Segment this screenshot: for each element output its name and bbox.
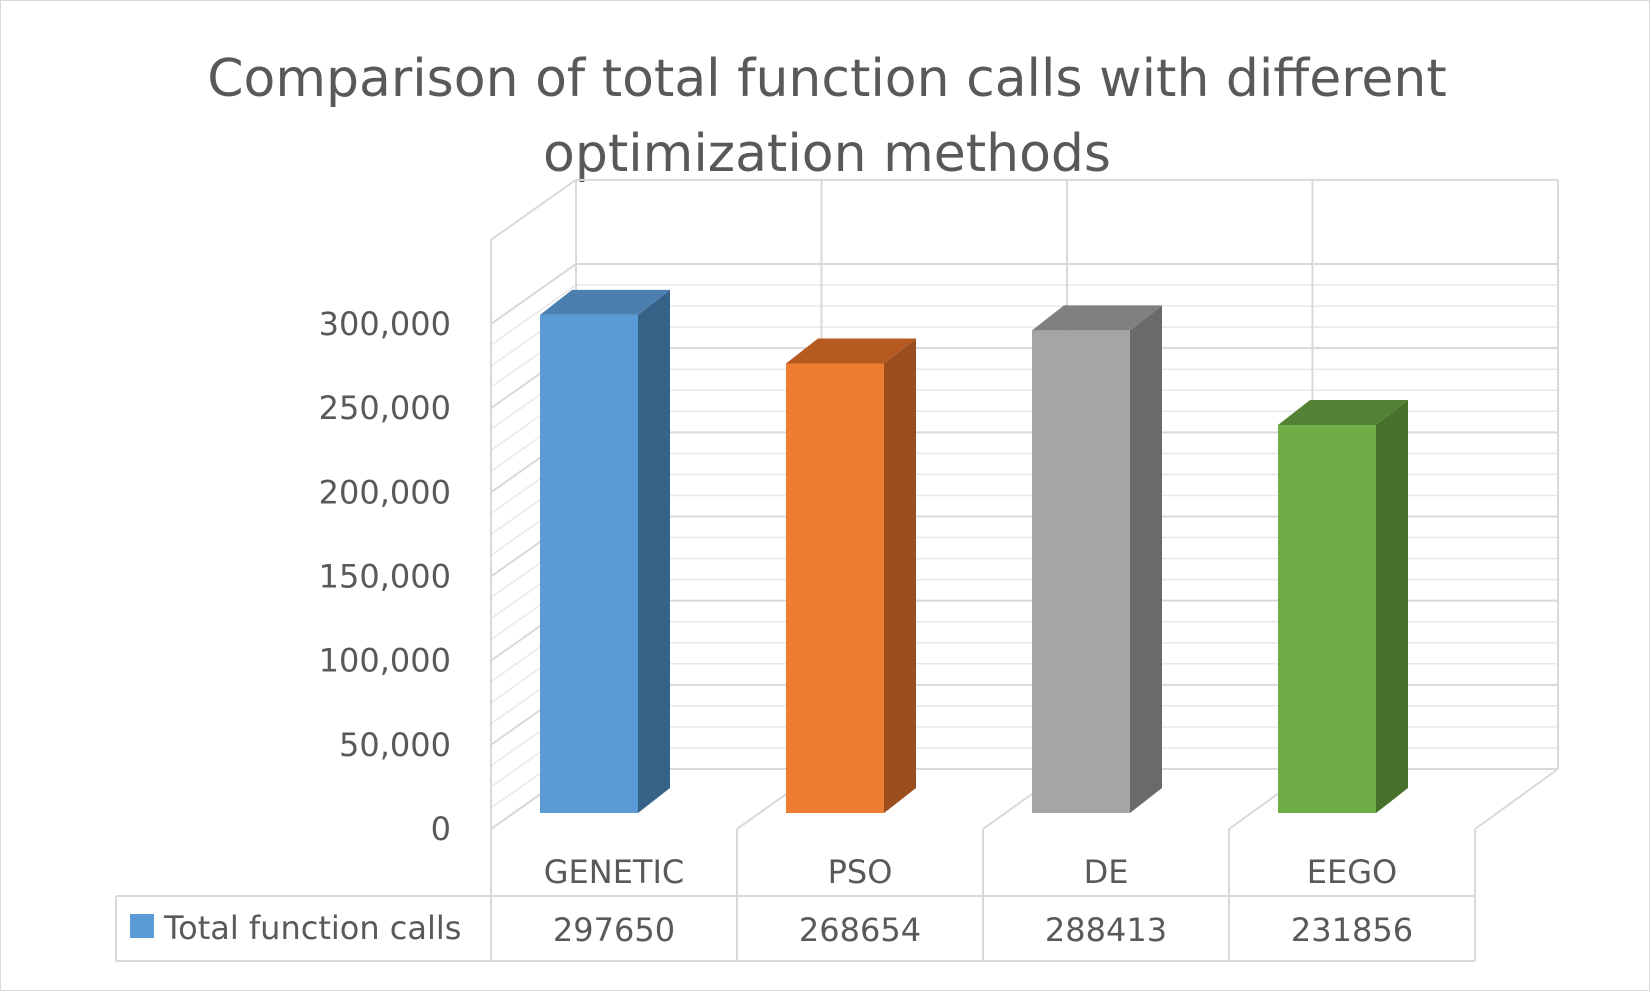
y-tick-label: 250,000 xyxy=(319,389,451,427)
bar-de xyxy=(1032,305,1162,813)
y-axis-tick-labels: 0 50,000 100,000 150,000 200,000 250,000 300,0… xyxy=(319,305,451,848)
bars xyxy=(540,289,1408,813)
y-tick-label: 150,000 xyxy=(319,558,451,596)
bar-side-face xyxy=(1130,305,1162,813)
bar-top-face xyxy=(1032,305,1162,331)
bar-pso xyxy=(786,338,916,813)
bar-front-face xyxy=(540,314,638,813)
bar-side-face xyxy=(884,338,916,813)
bar-side-face xyxy=(1376,400,1408,813)
floor-depth-line xyxy=(1474,768,1559,830)
major-gridline-side xyxy=(490,263,577,325)
bar-eego xyxy=(1278,400,1408,813)
y-tick-label: 100,000 xyxy=(319,642,451,680)
y-tick-label: 0 xyxy=(431,810,451,848)
bar-top-face xyxy=(786,338,916,364)
bar-front-face xyxy=(786,363,884,813)
bar-front-face xyxy=(1278,425,1376,813)
x-category-label: DE xyxy=(1084,853,1129,891)
data-table-value: 288413 xyxy=(1045,911,1167,949)
x-category-label: PSO xyxy=(828,853,893,891)
minor-gridline-side xyxy=(490,284,577,346)
y-tick-label: 50,000 xyxy=(339,726,451,764)
chart-title-line-1: Comparison of total function calls with … xyxy=(207,49,1447,109)
bar-top-face xyxy=(1278,400,1408,426)
bar-genetic xyxy=(540,289,670,813)
data-table-value: 268654 xyxy=(799,911,921,949)
x-category-label: GENETIC xyxy=(544,853,685,891)
legend-series-name: Total function calls xyxy=(163,909,461,947)
y-tick-label: 200,000 xyxy=(319,473,451,511)
bar-front-face xyxy=(1032,330,1130,813)
major-gridline-side xyxy=(490,179,577,241)
bar-side-face xyxy=(638,289,670,813)
x-category-label: EEGO xyxy=(1307,853,1397,891)
bar-top-face xyxy=(540,289,670,315)
data-table: GENETIC PSO DE EEGO Total function calls 2976… xyxy=(115,829,1476,962)
data-table-value: 231856 xyxy=(1291,911,1413,949)
legend-key-swatch xyxy=(130,914,154,938)
chart-title-line-2: optimization methods xyxy=(543,124,1111,184)
data-table-value: 297650 xyxy=(553,911,675,949)
chart-title: Comparison of total function calls with … xyxy=(207,49,1447,184)
y-tick-label: 300,000 xyxy=(319,305,451,343)
